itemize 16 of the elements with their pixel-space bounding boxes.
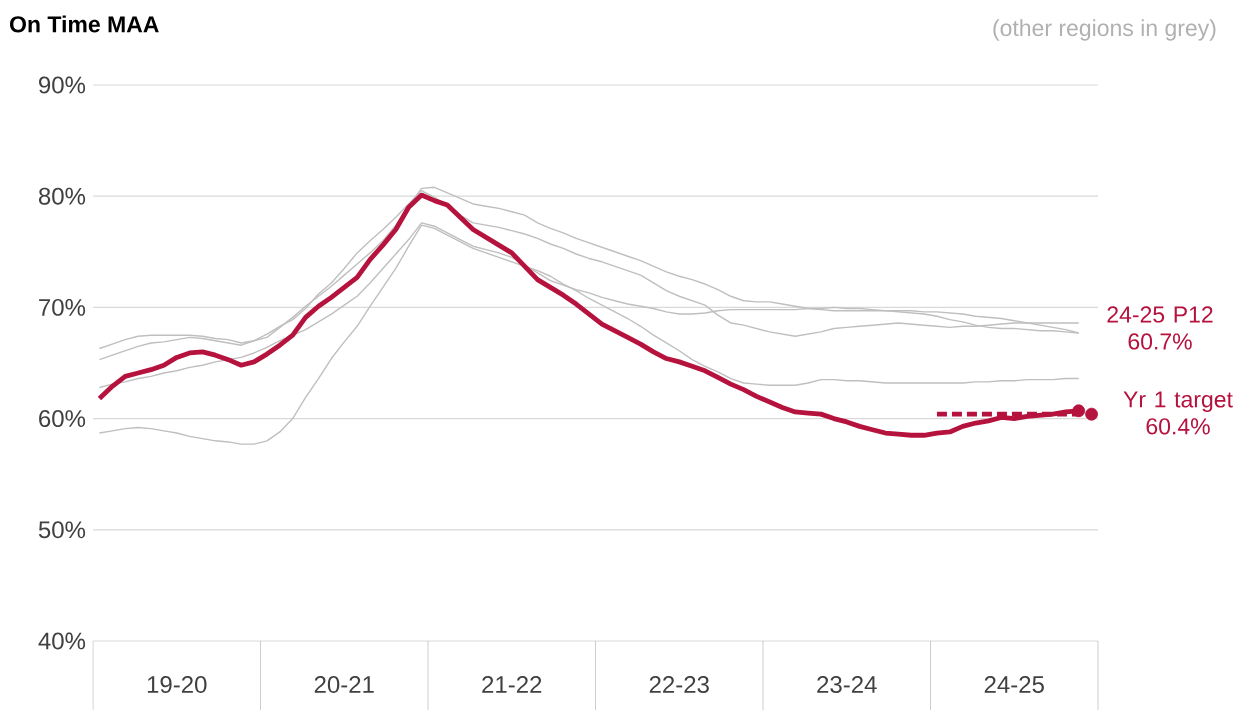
x-tick-label: 22-23 xyxy=(649,676,709,694)
y-tick-label: 50% xyxy=(38,521,86,539)
y-tick-label: 70% xyxy=(39,298,86,316)
y-tick-label: 80% xyxy=(38,187,86,205)
chart-title: On Time MAA xyxy=(10,15,159,33)
text: Yr 1 target 60.4% xyxy=(1123,391,1233,435)
x-tick-label: 24-25 xyxy=(984,676,1044,694)
y-tick-label: 40% xyxy=(38,632,86,650)
x-tick-label: 23-24 xyxy=(817,676,877,694)
y-tick-label: 90% xyxy=(39,76,86,94)
text: 24-25 P12 60.7% xyxy=(1107,306,1213,350)
y-tick-label: 60% xyxy=(39,410,86,428)
text: (other regions in grey) xyxy=(993,19,1216,41)
x-tick-label: 21-22 xyxy=(482,676,542,693)
x-tick-label: 19-20 xyxy=(147,676,207,694)
x-tick-label: 20-21 xyxy=(314,676,374,694)
